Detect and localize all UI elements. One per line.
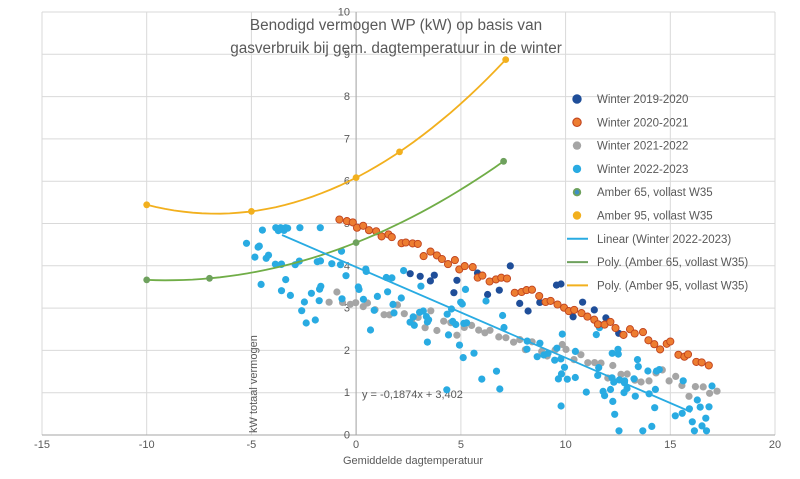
svg-text:gasverbruik bij gem. dagtemper: gasverbruik bij gem. dagtemperatuur in d…	[230, 40, 562, 57]
svg-text:Gemiddelde dagtemperatuur: Gemiddelde dagtemperatuur	[343, 455, 483, 467]
svg-text:-15: -15	[34, 439, 50, 451]
svg-text:8: 8	[344, 91, 350, 103]
svg-text:20: 20	[769, 439, 781, 451]
svg-text:Winter 2021-2022: Winter 2021-2022	[597, 141, 688, 153]
svg-text:2: 2	[344, 345, 350, 357]
svg-text:7: 7	[344, 133, 350, 145]
svg-text:Amber 95, vollast W35: Amber 95, vollast W35	[597, 211, 713, 223]
svg-text:0: 0	[353, 439, 359, 451]
svg-text:1: 1	[344, 387, 350, 399]
svg-text:Poly. (Amber 95, vollast W35): Poly. (Amber 95, vollast W35)	[597, 280, 748, 292]
svg-text:Winter 2020-2021: Winter 2020-2021	[597, 117, 688, 129]
svg-text:Winter 2019-2020: Winter 2019-2020	[597, 94, 688, 106]
svg-text:Poly. (Amber 65, vollast W35): Poly. (Amber 65, vollast W35)	[597, 257, 748, 269]
svg-text:kW totaal vermogen: kW totaal vermogen	[248, 335, 260, 433]
svg-text:Amber 65, vollast W35: Amber 65, vollast W35	[597, 187, 713, 199]
svg-text:0: 0	[344, 430, 350, 442]
svg-text:5: 5	[458, 439, 464, 451]
svg-text:Benodigd vermogen WP (kW) op b: Benodigd vermogen WP (kW) op basis van	[250, 17, 542, 34]
svg-text:10: 10	[559, 439, 571, 451]
svg-text:Winter 2022-2023: Winter 2022-2023	[597, 164, 688, 176]
svg-text:Linear (Winter 2022-2023): Linear (Winter 2022-2023)	[597, 234, 731, 246]
svg-text:-10: -10	[139, 439, 155, 451]
svg-text:15: 15	[664, 439, 676, 451]
svg-text:-5: -5	[247, 439, 257, 451]
